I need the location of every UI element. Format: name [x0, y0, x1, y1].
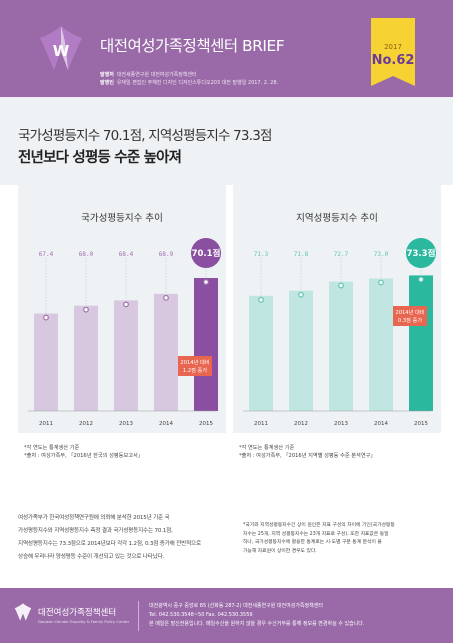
issue-tag: 2017 No.62: [371, 18, 415, 86]
bar-2011: [34, 313, 58, 411]
category-label-2012: 2012: [294, 421, 308, 427]
value-label-2014: 73.0: [374, 251, 389, 258]
value-label-2011: 67.4: [39, 251, 54, 258]
highlight-value-badge: [406, 238, 436, 268]
footer-divider: [138, 601, 139, 631]
value-label-2013: 68.4: [119, 251, 134, 258]
value-label-2014: 68.9: [159, 251, 174, 258]
value-label-2012: 68.0: [79, 251, 94, 258]
footer-address: 대전광역시 중구 중앙로 85 (선화동 287-2) 대전세종연구원 대전여성…: [149, 603, 323, 609]
point-2013: [123, 301, 129, 308]
category-label-2014: 2014: [374, 421, 388, 427]
svg-text:W: W: [53, 42, 70, 60]
category-label-2011: 2011: [254, 421, 268, 427]
point-2011: [43, 314, 49, 321]
national-chart-source: *각 연도는 통계생산 기준 *출처 : 여성가족부, 「2016년 한국의 성…: [24, 445, 143, 459]
category-label-2013: 2013: [119, 421, 133, 427]
issue-year: 2017: [384, 43, 402, 51]
point-2011: [258, 296, 264, 303]
value-label-2013: 72.7: [334, 251, 349, 258]
category-label-2013: 2013: [334, 421, 348, 427]
category-label-2012: 2012: [79, 421, 93, 427]
value-label-2011: 71.3: [254, 251, 269, 258]
regional-index-chart: 71.3 2011 71.8 2012 72.7 2013 73.0 2014 73.3점 201…: [243, 238, 436, 427]
annotation-callout: [178, 356, 212, 376]
point-2014: [378, 279, 384, 286]
footer-org-name: 대전여성가족정책센터: [38, 608, 117, 618]
footer-phone: Tel. 042.530.3548~50 Fax. 042.530.3559: [149, 612, 253, 618]
publisher-line-2: 발행인 유재일 편집인 주혜진 디자인 디자인스튜디오203 대전 발행일 201…: [100, 80, 279, 86]
bar-2014: [154, 293, 178, 411]
value-label-2015: 70.1점: [192, 248, 221, 259]
headline-band: [0, 97, 453, 185]
bar-2011: [249, 295, 273, 411]
bar-2012: [289, 290, 313, 411]
value-label-2012: 71.8: [294, 251, 309, 258]
footer-logo-icon: [14, 603, 32, 621]
point-2012: [83, 306, 89, 313]
category-label-2011: 2011: [39, 421, 53, 427]
highlight-value-badge: [191, 238, 221, 268]
annotation-callout: [393, 306, 427, 326]
national-chart-title: 국가성평등지수 추이: [81, 213, 163, 224]
center-logo-icon: W: [40, 26, 82, 70]
publisher-line: 발행처 대전세종연구원 대전여성가족정책센터: [100, 72, 197, 78]
regional-chart-source: *각 연도는 통계생산 기준 *출처 : 여성가족부, 「2016년 지역별 성…: [239, 445, 376, 459]
point-2015: [203, 279, 209, 285]
annotation-text-2: 1.2점 증가: [183, 366, 207, 374]
point-2013: [338, 282, 344, 289]
bar-2012: [74, 305, 98, 411]
bar-2015: [409, 275, 433, 411]
point-2012: [298, 291, 304, 298]
category-label-2015: 2015: [199, 421, 213, 427]
newsletter-title: 대전여성가족정책센터 BRIEF: [100, 37, 285, 55]
annotation-text-2: 0.3점 증가: [398, 316, 422, 324]
headline-line-2: 전년보다 성평등 수준 높아져: [18, 150, 182, 166]
point-2015: [418, 276, 424, 283]
headline-line-1: 국가성평등지수 70.1점, 지역성평등지수 73.3점: [18, 128, 272, 144]
footer-notice: 본 메일은 발신전용입니다. 메일수신을 원하지 않을 경우 수신거부를 통해 …: [149, 621, 365, 627]
regional-chart-title: 지역성평등지수 추이: [296, 213, 378, 224]
footer: [0, 588, 453, 643]
summary-paragraph: 여성가족부가 한국여성정책연구원에 의뢰해 분석한 2015년 기준 국 가성평…: [18, 515, 201, 560]
value-label-2015: 73.3점: [407, 248, 436, 259]
footer-org-english: Daejeon Gender Equality & Family Policy …: [38, 619, 130, 624]
footnote: *국가와 지역성평등지수간 상이 원인은 지표 구성의 차이에 기인(국가성평등…: [243, 523, 395, 554]
issue-number: No.62: [371, 53, 415, 68]
point-2014: [163, 294, 169, 301]
annotation-text-1: 2014년 대비: [180, 358, 209, 366]
category-label-2015: 2015: [414, 421, 428, 427]
bar-2015: [194, 278, 218, 411]
national-index-chart: 67.4 2011 68.0 2012 68.4 2013 68.9 2014 70.1점 201…: [28, 238, 221, 427]
bar-2013: [114, 300, 138, 411]
bar-2013: [329, 281, 353, 411]
bar-2014: [369, 278, 393, 411]
annotation-text-1: 2014년 대비: [395, 308, 424, 316]
category-label-2014: 2014: [159, 421, 173, 427]
footer-contact: 대전광역시 중구 중앙로 85 (선화동 287-2) 대전세종연구원 대전여성…: [149, 602, 364, 629]
